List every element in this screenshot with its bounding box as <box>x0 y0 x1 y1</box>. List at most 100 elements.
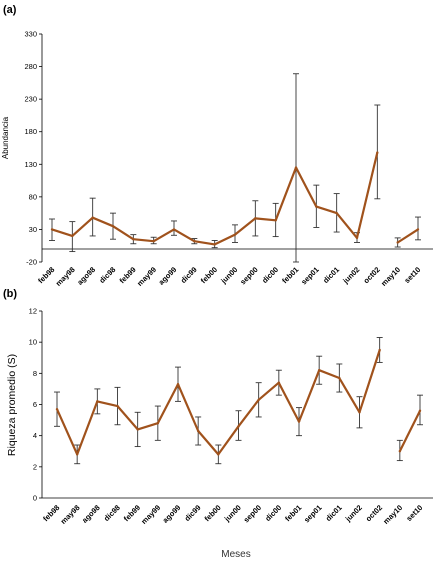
b-data-point <box>317 369 321 372</box>
a-data-point <box>254 217 257 220</box>
b-x-tick-label: ago99 <box>161 503 183 525</box>
a-x-tick-label: ago98 <box>75 265 97 287</box>
a-x-tick-label: feb00 <box>199 265 219 285</box>
a-series-line <box>51 152 379 246</box>
a-data-point <box>172 228 176 231</box>
b-x-tick-label: sep00 <box>242 503 263 524</box>
panel-a-label: (a) <box>3 4 17 16</box>
b-x-tick-label: dic99 <box>183 503 203 523</box>
b-data-point <box>217 453 220 456</box>
panel-b-axes <box>41 311 433 499</box>
b-data-point <box>297 420 301 423</box>
a-data-point <box>91 216 94 219</box>
b-x-tick-label: jun02 <box>343 503 364 524</box>
panel-a-y-ticks: -20 30 80 130 180 230 280 330 <box>24 30 42 267</box>
a-x-tick-label: dic99 <box>179 265 199 285</box>
a-y-tick-label: 230 <box>24 95 37 104</box>
panel-a-y-axis-label: Abundancia <box>1 116 10 159</box>
a-y-tick-label: 330 <box>24 30 37 39</box>
a-x-tick-label: jun02 <box>340 265 361 286</box>
a-y-tick-label: 130 <box>24 160 37 169</box>
a-y-tick-label: 280 <box>24 62 37 71</box>
b-x-tick-label: feb01 <box>283 503 303 523</box>
a-series-line <box>397 228 419 244</box>
a-data-point <box>294 166 298 169</box>
a-data-point <box>396 241 399 244</box>
a-data-point <box>50 228 54 231</box>
b-x-tick-label: jun00 <box>222 503 243 524</box>
a-x-tick-label: dic01 <box>321 265 341 285</box>
panel-a-series <box>50 151 420 246</box>
a-x-tick-label: may98 <box>54 265 77 288</box>
panel-a-axes <box>41 34 433 262</box>
chart-panel-a: (a) Abundancia -20 30 80 130 180 230 280 330 fe… <box>1 4 433 288</box>
b-data-point <box>358 411 361 414</box>
a-x-tick-label: sep00 <box>238 265 259 286</box>
b-series-line <box>398 410 421 452</box>
a-data-point <box>152 239 155 243</box>
a-y-tick-label: 80 <box>29 192 37 201</box>
b-y-tick-label: 2 <box>33 462 37 471</box>
a-x-tick-label: set10 <box>402 265 422 285</box>
a-data-point <box>71 234 74 238</box>
a-x-tick-label: dic98 <box>97 265 117 285</box>
a-x-tick-label: ago99 <box>157 265 179 287</box>
b-x-tick-label: dic98 <box>102 503 122 523</box>
panel-b-y-axis-label: Riqueza promedio (S) <box>6 354 18 456</box>
b-data-point <box>398 450 402 453</box>
a-x-tick-label: dic00 <box>260 265 280 285</box>
a-y-tick-label: -20 <box>26 258 37 267</box>
b-data-point <box>116 404 119 408</box>
panel-b-x-axis-label: Meses <box>221 549 250 560</box>
b-data-point <box>257 398 260 402</box>
b-x-tick-label: set10 <box>404 503 424 523</box>
b-data-point <box>96 400 99 403</box>
b-y-tick-label: 12 <box>29 307 37 316</box>
a-x-tick-label: sep01 <box>299 265 320 286</box>
panel-b-label: (b) <box>3 288 17 300</box>
panel-b-series <box>55 348 422 456</box>
b-y-tick-label: 0 <box>33 494 37 503</box>
a-data-point <box>335 211 338 215</box>
a-data-point <box>315 205 318 208</box>
b-x-tick-label: dic00 <box>263 503 283 523</box>
b-x-tick-label: ago98 <box>80 503 102 525</box>
b-data-point <box>338 376 341 380</box>
a-x-tick-label: may99 <box>135 265 158 288</box>
a-x-tick-label: feb01 <box>280 265 300 285</box>
b-data-point <box>176 383 180 386</box>
b-data-point <box>196 429 200 433</box>
panel-b-error-bars <box>54 337 423 465</box>
b-data-point <box>136 428 139 431</box>
b-y-tick-label: 10 <box>29 338 37 347</box>
a-data-point <box>416 228 420 231</box>
b-x-tick-label: dic01 <box>324 503 344 523</box>
b-data-point <box>156 422 160 425</box>
b-data-point <box>237 425 240 428</box>
b-data-point <box>75 453 79 456</box>
panel-b-y-ticks: 0 2 4 6 8 10 12 <box>29 307 42 503</box>
a-data-point <box>233 233 237 236</box>
a-data-point <box>132 238 135 241</box>
b-data-point <box>378 348 381 352</box>
b-x-tick-label: may99 <box>139 503 162 526</box>
a-x-tick-label: jun00 <box>218 265 239 286</box>
a-y-tick-label: 180 <box>24 127 37 136</box>
a-error-bar <box>171 220 177 236</box>
b-x-tick-label: sep01 <box>302 503 323 524</box>
a-y-tick-label: 30 <box>29 225 37 234</box>
b-x-tick-label: may10 <box>381 503 404 526</box>
a-data-point <box>376 151 379 154</box>
a-data-point <box>355 236 359 240</box>
b-y-tick-label: 4 <box>33 431 37 440</box>
b-x-tick-label: feb00 <box>203 503 223 523</box>
a-data-point <box>111 224 115 228</box>
a-data-point <box>193 239 196 243</box>
b-y-tick-label: 6 <box>33 400 37 409</box>
b-x-tick-label: may98 <box>59 503 82 526</box>
b-series-line <box>55 349 381 456</box>
b-data-point <box>277 381 281 384</box>
a-x-tick-label: may10 <box>379 265 402 288</box>
